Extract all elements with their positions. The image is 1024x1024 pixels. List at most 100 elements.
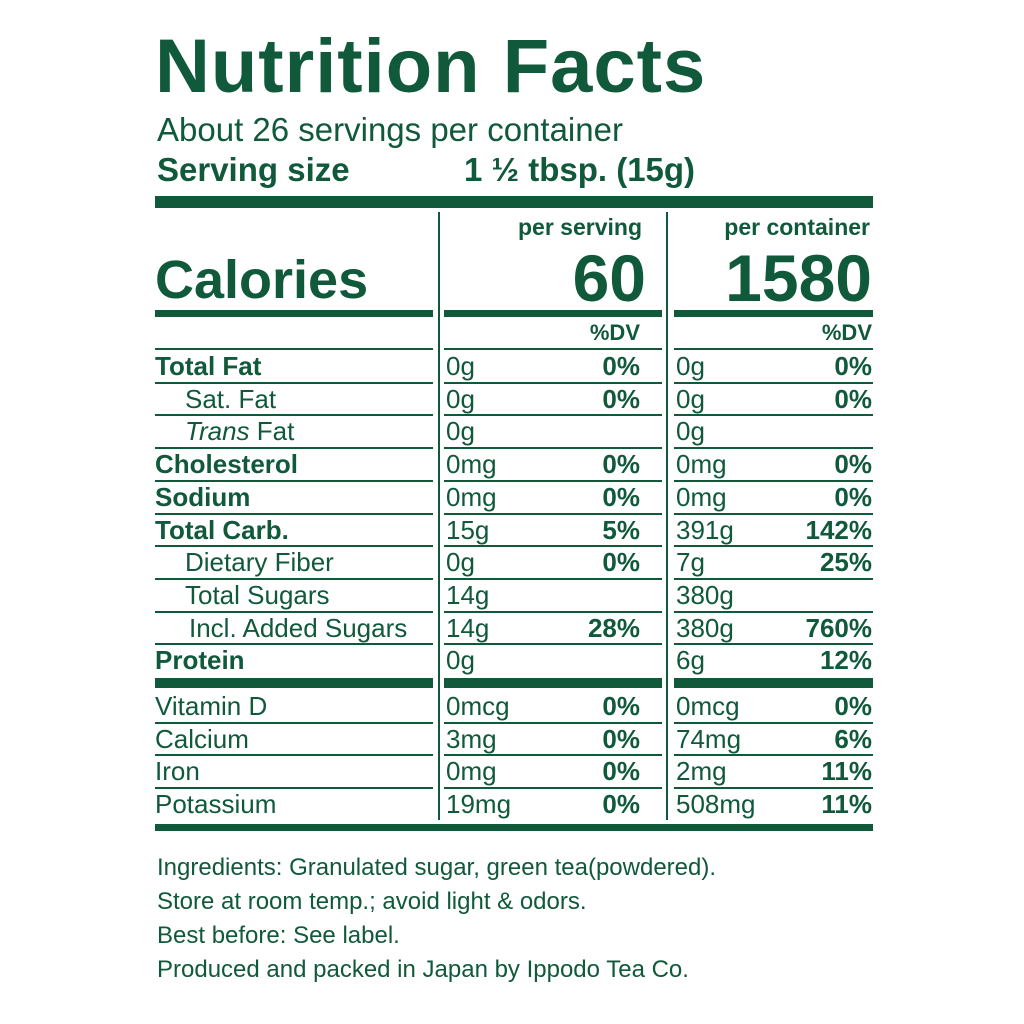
row-divider <box>155 754 433 757</box>
row-divider <box>674 512 873 515</box>
container-dv: 142% <box>805 514 873 545</box>
container-amount: 7g <box>676 547 705 578</box>
container-amount: 0g <box>676 416 705 447</box>
nutrient-label-italic: Trans <box>185 416 250 447</box>
row-divider <box>444 721 662 724</box>
row-divider <box>155 721 433 724</box>
container-dv: 6% <box>834 723 872 754</box>
serving-amount: 19mg <box>446 789 512 820</box>
serving-amount: 0g <box>446 383 475 414</box>
serving-dv: 0% <box>602 756 640 787</box>
serving-dv: 0% <box>602 547 640 578</box>
row-divider <box>674 577 873 580</box>
row-divider <box>444 414 662 417</box>
row-divider <box>444 479 662 482</box>
serving-dv: 28% <box>587 612 640 643</box>
row-divider <box>444 610 662 613</box>
vitamin-label: Potassium <box>155 789 277 820</box>
calories-divider-left <box>155 310 433 317</box>
container-dv: 12% <box>819 645 872 676</box>
container-amount: 74mg <box>676 723 742 754</box>
serving-amount: 14g <box>446 612 490 643</box>
column-divider-2 <box>666 212 668 820</box>
row-divider <box>674 787 873 790</box>
row-divider <box>155 479 433 482</box>
row-divider <box>674 414 873 417</box>
calories-per-serving: 60 <box>572 241 646 315</box>
nutrient-label: Sat. Fat <box>185 383 277 414</box>
row-divider <box>155 787 433 790</box>
container-dv: 0% <box>834 481 872 512</box>
row-divider <box>444 643 662 646</box>
row-divider <box>155 348 433 350</box>
row-divider <box>674 754 873 757</box>
nutrient-label: Sodium <box>155 481 251 512</box>
container-amount: 508mg <box>676 789 756 820</box>
row-divider <box>444 754 662 757</box>
vitamin-label: Calcium <box>155 723 249 754</box>
vitamins-divider-right <box>674 678 873 688</box>
vitamin-label: Iron <box>155 756 200 787</box>
serving-dv: 0% <box>602 351 640 381</box>
row-divider <box>674 643 873 646</box>
row-divider <box>444 348 662 350</box>
serving-dv: 0% <box>602 383 640 414</box>
container-amount: 2mg <box>676 756 727 787</box>
container-dv: 0% <box>834 383 872 414</box>
serving-size-label: Serving size <box>157 151 350 188</box>
serving-size-value: 1 ½ tbsp. (15g) <box>464 151 696 188</box>
thick-divider-top <box>155 196 873 208</box>
row-divider <box>444 447 662 450</box>
container-dv: 0% <box>834 351 872 381</box>
vitamins-divider-left <box>155 678 433 688</box>
row-divider <box>155 545 433 548</box>
vitamin-label: Vitamin D <box>155 691 268 721</box>
container-amount: 0g <box>676 383 705 414</box>
row-divider <box>444 577 662 580</box>
calories-label: Calories <box>155 250 369 310</box>
serving-dv: 0% <box>602 691 640 721</box>
row-divider <box>155 512 433 515</box>
container-amount: 0mg <box>676 449 727 480</box>
serving-dv: 0% <box>602 449 640 480</box>
container-dv: 0% <box>834 449 872 480</box>
serving-amount: 14g <box>446 579 490 610</box>
row-divider <box>444 512 662 515</box>
dv-heading-serving: %DV <box>589 320 640 345</box>
container-amount: 391g <box>676 514 734 545</box>
nutrient-label: Protein <box>155 645 245 676</box>
row-divider <box>155 610 433 613</box>
container-amount: 0g <box>676 351 705 381</box>
footer-line: Produced and packed in Japan by Ippodo T… <box>157 956 689 983</box>
footer-line: Store at room temp.; avoid light & odors… <box>157 888 587 915</box>
serving-amount: 0g <box>446 351 475 381</box>
serving-amount: 0mg <box>446 481 497 512</box>
row-divider <box>155 577 433 580</box>
row-divider <box>155 414 433 417</box>
serving-amount: 0mg <box>446 756 497 787</box>
footer-line: Ingredients: Granulated sugar, green tea… <box>157 854 717 881</box>
serving-dv: 0% <box>602 789 640 820</box>
row-divider <box>444 381 662 384</box>
label-title: Nutrition Facts <box>155 24 707 109</box>
container-amount: 6g <box>676 645 705 676</box>
serving-amount: 15g <box>446 514 490 545</box>
thick-divider-bottom <box>155 824 873 831</box>
serving-amount: 0g <box>446 416 475 447</box>
dv-heading-container: %DV <box>821 320 872 345</box>
calories-divider-right <box>674 310 873 317</box>
serving-dv: 5% <box>602 514 640 545</box>
serving-amount: 0mcg <box>446 691 510 721</box>
row-divider <box>155 447 433 450</box>
container-dv: 0% <box>834 691 872 721</box>
row-divider <box>444 787 662 790</box>
nutrient-label: Cholesterol <box>155 449 299 480</box>
container-amount: 380g <box>676 612 734 643</box>
footer-line: Best before: See label. <box>157 922 400 949</box>
row-divider <box>674 721 873 724</box>
row-divider <box>674 381 873 384</box>
serving-dv: 0% <box>602 723 640 754</box>
container-dv: 11% <box>821 789 872 820</box>
container-amount: 0mcg <box>676 691 740 721</box>
row-divider <box>444 545 662 548</box>
